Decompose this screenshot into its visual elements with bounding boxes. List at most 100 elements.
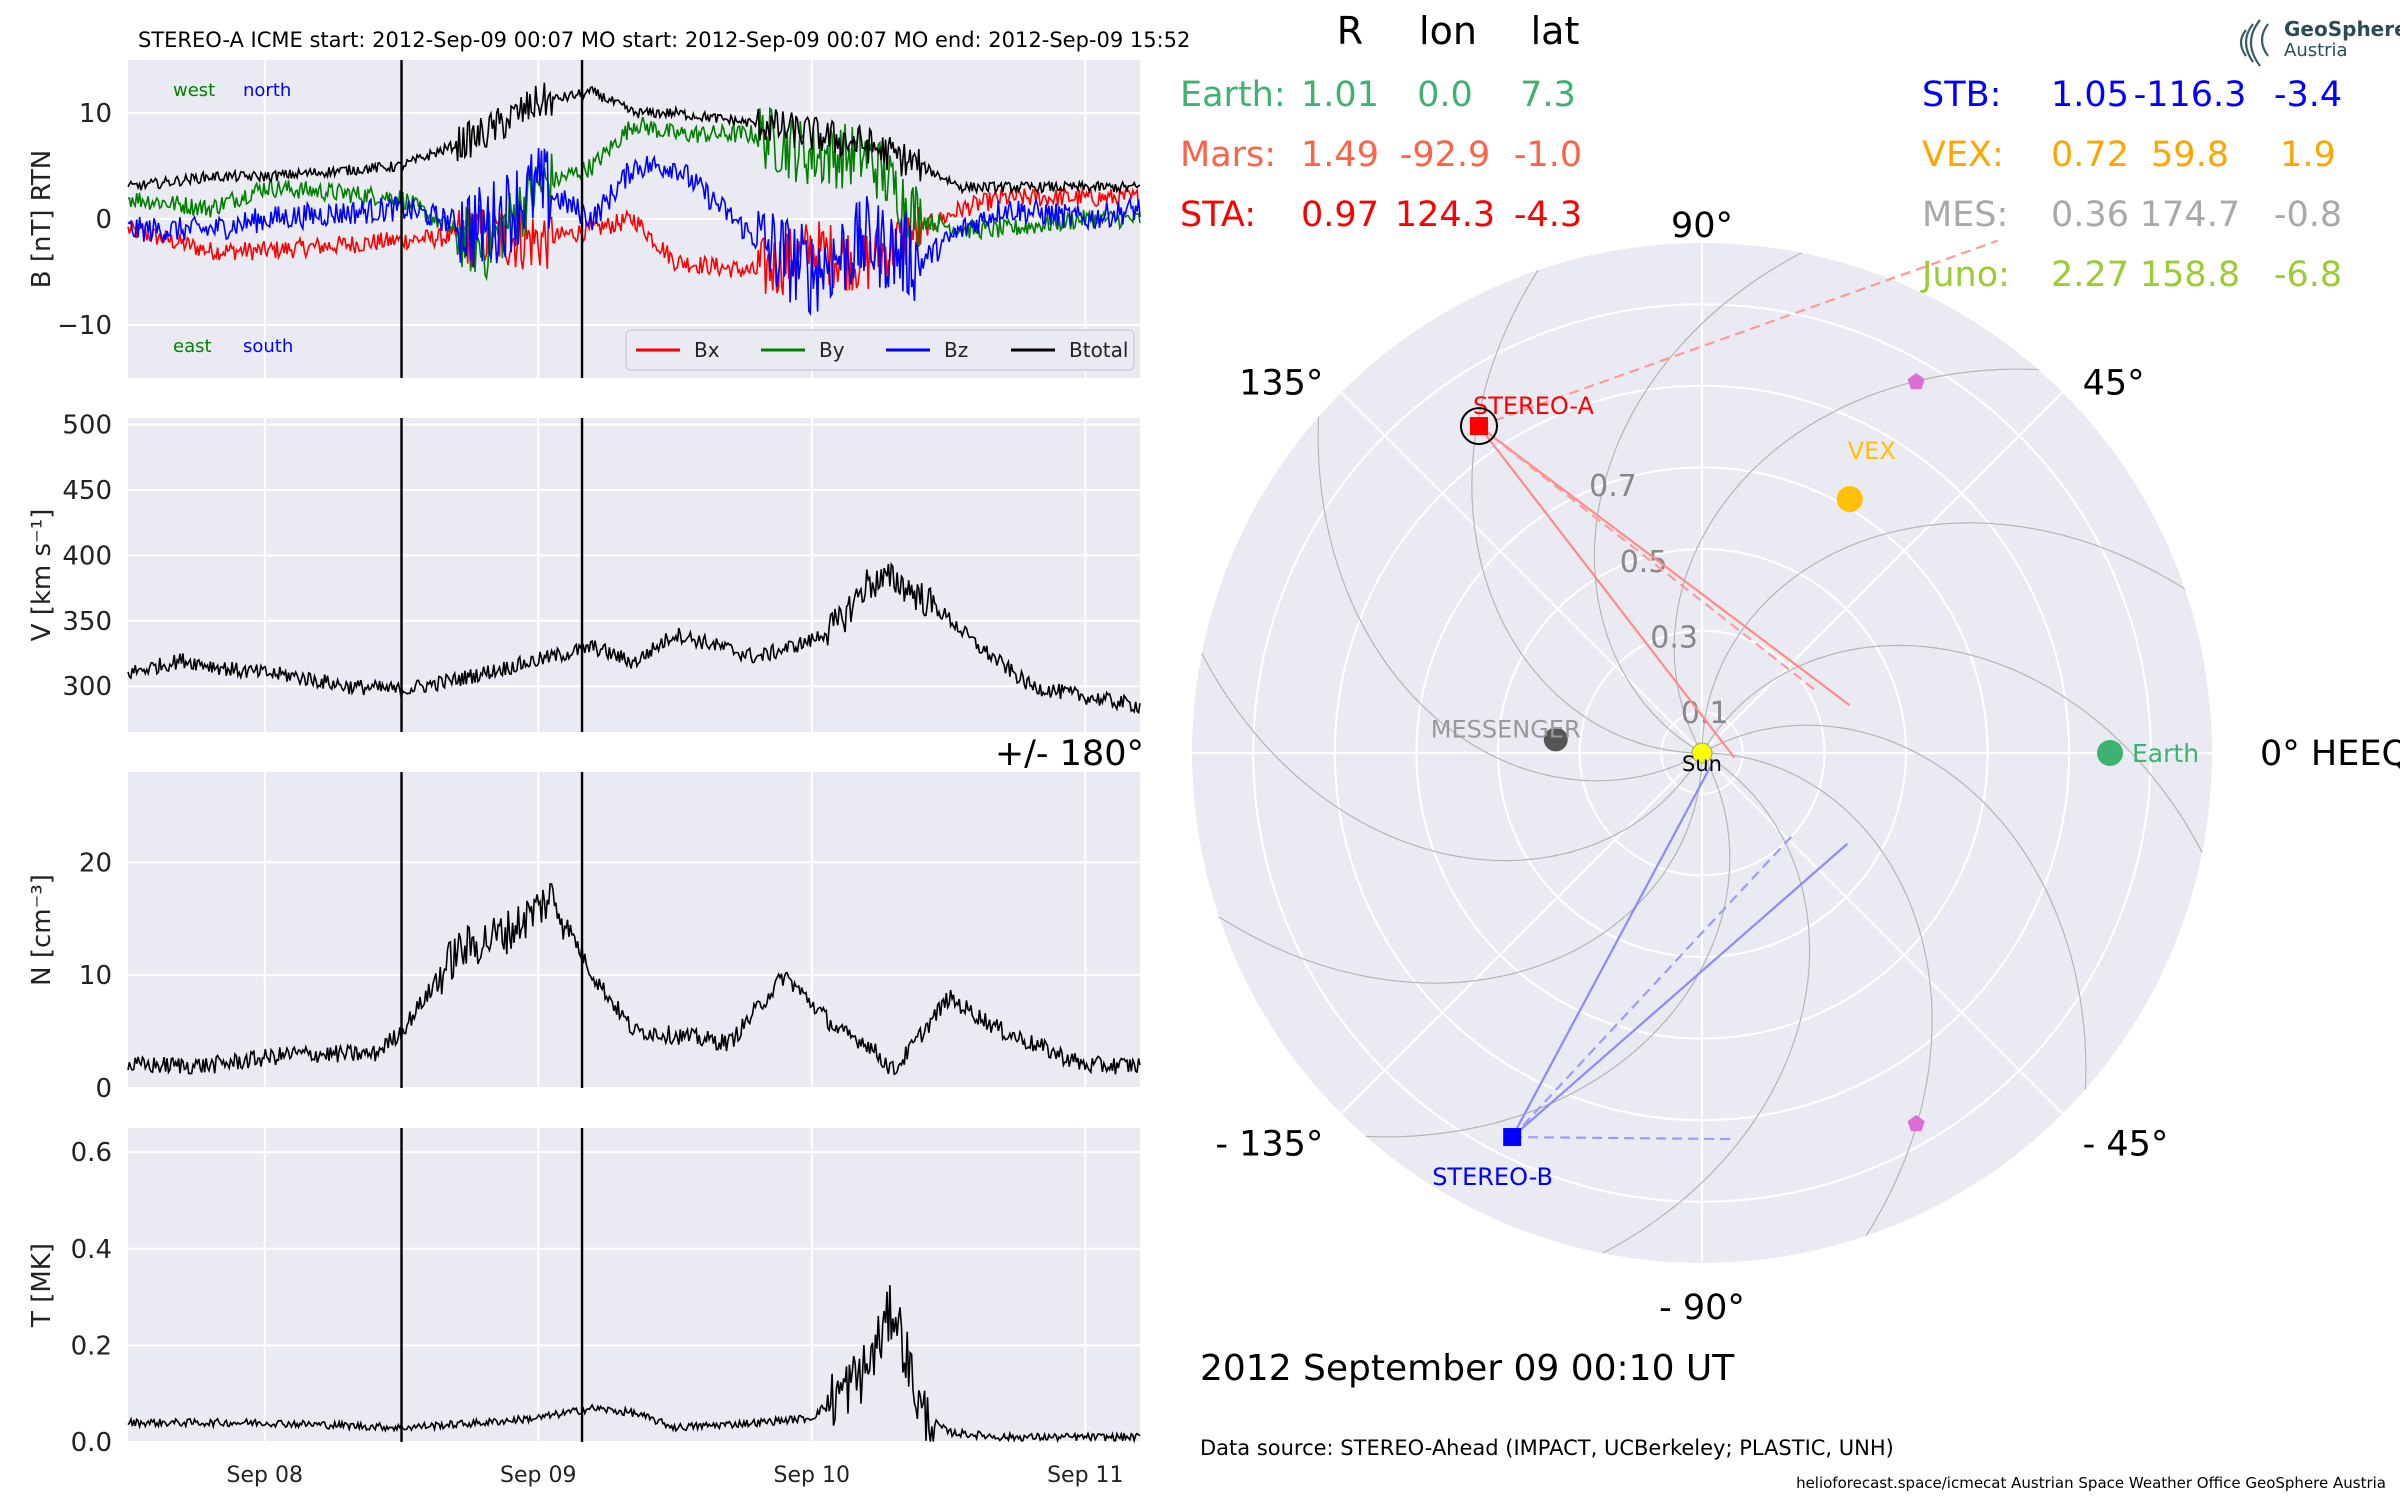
annotation-south: south <box>243 336 293 357</box>
credits-label: helioforecast.space/icmecat Austrian Spa… <box>1796 1474 2386 1492</box>
row-name: Mars: <box>1180 135 1276 175</box>
body-label-MESSENGER: MESSENGER <box>1431 715 1581 743</box>
annotation-north: north <box>243 80 291 101</box>
row-lon: 0.0 <box>1417 75 1473 115</box>
panel-N: 20 10 0 N [cm⁻³] <box>27 772 1141 1104</box>
sta-fov-line <box>1478 425 1736 759</box>
row-R: 1.01 <box>1301 75 1379 115</box>
stb-fov-line <box>1512 1135 1736 1141</box>
x-tick-label: Sep 10 <box>774 1463 850 1488</box>
parker-spiral-line <box>1701 752 1933 1263</box>
y-tick-label: 0.4 <box>71 1235 112 1265</box>
parker-spiral-line <box>1317 316 1703 782</box>
logo-line2: Austria <box>2284 40 2348 61</box>
row-lon: 174.7 <box>2140 195 2240 235</box>
panel-bg-N <box>128 772 1140 1088</box>
x-tick-label: Sep 11 <box>1047 1463 1123 1488</box>
body-marker-MESSENGER <box>1543 727 1568 752</box>
polar-angle-label: 45° <box>2083 363 2145 403</box>
row-lat: -3.4 <box>2274 75 2342 115</box>
parker-spiral-line <box>1192 752 1703 984</box>
y-tick-label: 0.0 <box>71 1428 112 1458</box>
b-legend: Bx By Bz Btotal <box>625 329 1135 371</box>
annotation-east: east <box>173 336 212 357</box>
polar-radial-gridline <box>1340 391 1703 754</box>
stb-fov-line <box>1511 834 1794 1138</box>
row-R: 0.97 <box>1301 195 1379 235</box>
row-R: 1.49 <box>1301 135 1379 175</box>
body-marker-Sun <box>1691 742 1713 764</box>
polar-r-tick-label: 0.3 <box>1650 621 1698 656</box>
row-lon: -92.9 <box>1400 135 1491 175</box>
row-lat: -1.0 <box>1514 135 1582 175</box>
panel-T: 0.6 0.4 0.2 0.0 T [MK] Sep 08 Sep 09 Sep 10 Sep … <box>27 1128 1141 1488</box>
legend-box <box>625 329 1135 371</box>
parker-spiral-line <box>1673 368 2139 754</box>
y-tick-label: 20 <box>79 848 112 878</box>
sta-highlight-ring <box>1459 407 1498 446</box>
row-R: 0.72 <box>2051 135 2129 175</box>
polar-angle-label: 0° HEEQ <box>2260 734 2400 774</box>
polar-radial-gridline <box>1340 752 1703 1115</box>
y-tick-label: 450 <box>62 476 112 506</box>
row-lon: -116.3 <box>2134 75 2247 115</box>
stb-fov-line <box>1511 842 1849 1138</box>
row-lon: 59.8 <box>2151 135 2229 175</box>
polar-angle-label: 135° <box>1239 363 1323 403</box>
body-marker-STEREO-B <box>1503 1128 1522 1147</box>
geosphere-logo: GeoSphere Austria <box>2239 17 2400 67</box>
data-source-label: Data source: STEREO-Ahead (IMPACT, UCBer… <box>1200 1436 1894 1460</box>
y-tick-label: 10 <box>79 961 112 991</box>
polar-angle-label: - 135° <box>1215 1125 1323 1165</box>
geosphere-swirl-logo-icon <box>2239 19 2269 67</box>
row-name: MES: <box>1922 195 2008 235</box>
body-label-VEX: VEX <box>1848 437 1896 465</box>
y-tick-label: 0 <box>95 1074 112 1104</box>
series-line-V <box>127 562 1141 715</box>
legend-label: By <box>819 338 845 362</box>
y-tick-label: −10 <box>57 311 112 341</box>
timeseries-panels: 10 0 −10B [nT] RTN west north east south 500 450… <box>27 60 1141 1488</box>
datetime-label: 2012 September 09 00:10 UT <box>1200 1348 1735 1389</box>
parker-spiral-line <box>1265 752 1731 1138</box>
row-lat: -6.8 <box>2274 255 2342 295</box>
panel-bg-V <box>128 418 1140 732</box>
body-label-Earth: Earth <box>2132 739 2199 768</box>
row-name: VEX: <box>1922 135 2004 175</box>
series-line-Bx <box>127 185 1141 296</box>
legend-label: Btotal <box>1069 338 1128 362</box>
series-line-Bz <box>127 147 1141 317</box>
event-header: STEREO-A ICME start: 2012-Sep-09 00:07 M… <box>138 28 1190 52</box>
series-line-N <box>127 883 1141 1076</box>
parker-spirals <box>1192 243 2212 1263</box>
polar-angle-label: 90° <box>1671 206 1733 246</box>
row-R: 2.27 <box>2051 255 2129 295</box>
polar-ring <box>1578 629 1826 877</box>
sta-fov-line <box>1478 425 1851 706</box>
legend-label: Bz <box>944 338 968 362</box>
body-label-STEREO-B: STEREO-B <box>1432 1163 1553 1191</box>
parker-spiral-line <box>1701 724 2087 1190</box>
y-axis-label: B [nT] RTN <box>27 150 57 289</box>
row-lon: 158.8 <box>2140 255 2240 295</box>
row-lat: -0.8 <box>2274 195 2342 235</box>
pentagon-marker <box>1907 373 1925 390</box>
y-axis-label: V [km s⁻¹] <box>27 509 57 642</box>
body-label-Sun: Sun <box>1682 752 1722 776</box>
row-lat: -4.3 <box>1514 195 1582 235</box>
y-tick-label: 0.6 <box>71 1138 112 1168</box>
table-header: lat <box>1531 9 1580 53</box>
y-tick-label: 0 <box>95 205 112 235</box>
row-name: Earth: <box>1180 75 1286 115</box>
x-tick-label: Sep 08 <box>227 1463 303 1488</box>
table-header: R <box>1337 9 1363 53</box>
pentagon-marker <box>1907 1115 1925 1132</box>
row-name: Juno: <box>1920 255 2010 295</box>
row-lat: 1.9 <box>2280 135 2336 175</box>
stb-fov-line <box>1511 766 1712 1138</box>
y-tick-label: 300 <box>62 672 112 702</box>
body-label-STEREO-A: STEREO-A <box>1473 392 1595 420</box>
